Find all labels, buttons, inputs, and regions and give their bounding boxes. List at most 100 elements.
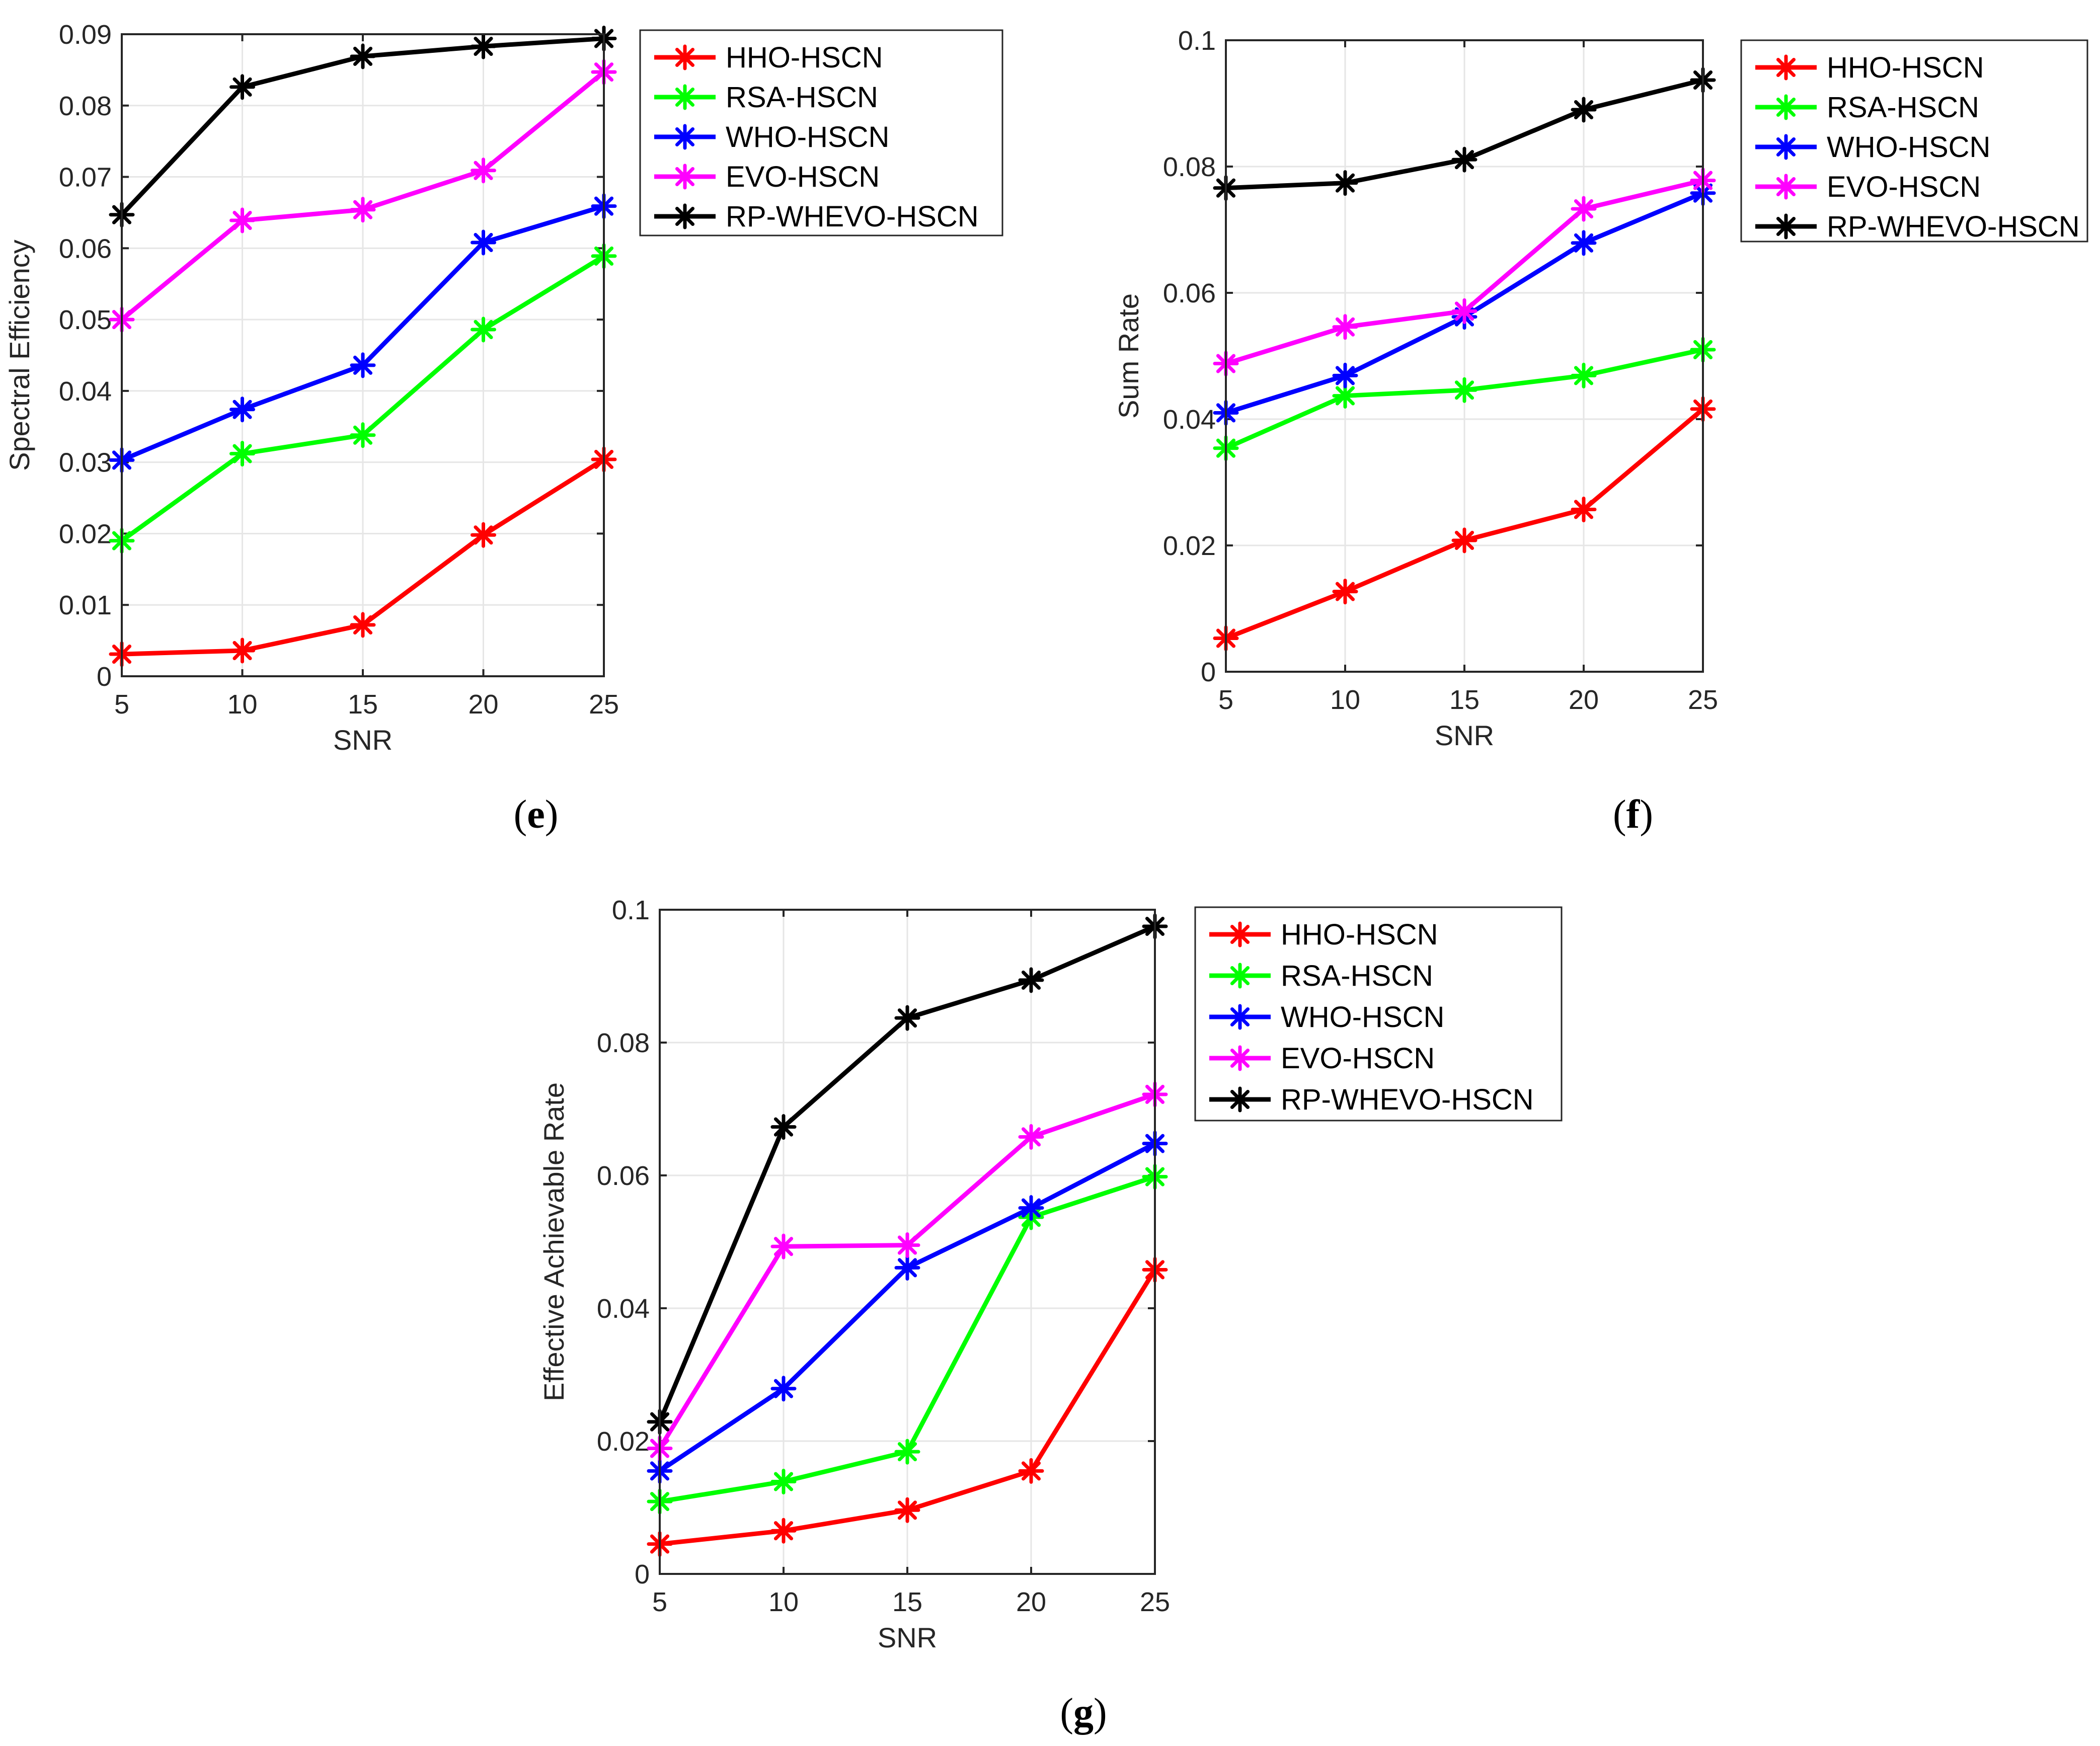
x-tick-label: 5 [652,1587,667,1617]
data-point-evo-hscn [894,1232,920,1258]
legend-label: WHO-HSCN [1281,1001,1444,1034]
legend-marker [672,203,698,229]
legend-marker [672,124,698,150]
data-point-rsa-hscn [770,1469,797,1495]
data-point-hho-hscn [350,612,376,638]
y-tick-label: 0.01 [59,590,112,620]
y-axis-label: Spectral Efficiency [4,240,35,471]
y-tick-label: 0.04 [1163,405,1216,435]
chart-panel-f: 5 10 15 20 25 0 0.02 0.04 0.06 0.08 0.1 SNR Sum Rate… [1113,26,2088,837]
data-point-hho-hscn [1451,527,1477,553]
x-tick-label: 15 [1449,685,1480,715]
x-tick-label: 25 [1688,685,1718,715]
y-tick-label: 0.08 [1163,152,1216,182]
data-point-evo-hscn [770,1233,797,1259]
legend-label: RP-WHEVO-HSCN [726,200,979,233]
ticks: 5 10 15 20 25 0 0.01 0.02 0.03 0.04 0.05 0.06 0.07 0.… [59,20,619,720]
data-point-rsa-hscn [1332,383,1358,409]
legend-marker [672,84,698,110]
legend-marker [1773,134,1799,160]
data-point-evo-hscn [471,157,496,184]
legend-label: WHO-HSCN [726,121,889,153]
legend-marker [1227,921,1253,947]
legend-label: HHO-HSCN [1281,918,1438,951]
legend-entry: HHO-HSCN [1209,918,1438,951]
legend-label: RSA-HSCN [1827,91,1979,124]
data-point-rsa-hscn [1451,377,1477,403]
legend-entry: HHO-HSCN [654,41,883,74]
plot-frame [659,909,1156,1575]
legend-marker [1227,1004,1253,1030]
x-tick-label: 10 [227,689,257,720]
data-point-hho-hscn [1332,579,1358,605]
legend-label: RSA-HSCN [1281,960,1433,992]
y-tick-label: 0.04 [597,1294,650,1324]
data-point-rp-whevo-hscn [471,33,496,59]
data-point-rp-whevo-hscn [1451,146,1477,173]
legend-marker [1773,213,1799,240]
legend-entry: EVO-HSCN [1209,1042,1435,1075]
series-group [647,913,1168,1557]
legend-label: RSA-HSCN [726,81,878,114]
data-point-hho-hscn [1571,496,1597,522]
legend: HHO-HSCN RSA-HSCN WHO-HSCN EVO-HSCN RP-WHEVO… [639,29,1003,236]
x-tick-label: 15 [892,1587,922,1617]
legend-entry: EVO-HSCN [654,161,880,193]
legend-label: HHO-HSCN [1827,51,1984,84]
legend-label: HHO-HSCN [726,41,883,74]
data-point-hho-hscn [1018,1458,1044,1484]
legend-label: WHO-HSCN [1827,131,1990,164]
x-tick-label: 20 [1569,685,1599,715]
legend-marker [1773,54,1799,81]
x-axis-label: SNR [878,1622,937,1653]
y-tick-label: 0 [1201,657,1216,687]
legend-entry: WHO-HSCN [1209,1001,1444,1034]
data-point-hho-hscn [770,1518,797,1544]
panel-label: (e) [514,792,559,837]
x-axis-label: SNR [1435,720,1494,751]
legend-marker [1227,1045,1253,1071]
legend-entry: WHO-HSCN [1755,131,1990,164]
data-point-who-hscn [1332,362,1358,388]
x-tick-label: 5 [114,689,129,720]
data-point-evo-hscn [1451,298,1477,324]
y-tick-label: 0 [97,662,112,692]
x-tick-label: 10 [1330,685,1360,715]
data-point-who-hscn [1571,230,1597,256]
data-point-rp-whevo-hscn [350,43,376,69]
y-tick-label: 0.05 [59,305,112,335]
series-group [1213,67,1716,651]
y-axis-label: Effective Achievable Rate [538,1082,570,1401]
data-point-rsa-hscn [350,422,376,448]
legend-marker [672,164,698,190]
plot-frame [1225,39,1704,673]
data-point-evo-hscn [229,207,255,233]
data-point-rsa-hscn [229,441,255,467]
x-tick-label: 25 [589,689,619,720]
data-point-rsa-hscn [894,1439,920,1465]
ticks: 5 10 15 20 25 0 0.02 0.04 0.06 0.08 0.1 [1163,26,1718,715]
x-axis-label: SNR [333,724,393,756]
legend-box [1194,906,1563,1122]
panel-label: (f) [1613,792,1653,837]
data-point-rsa-hscn [1571,362,1597,388]
y-tick-label: 0.08 [597,1028,650,1058]
legend-entry: RP-WHEVO-HSCN [1209,1083,1534,1116]
x-tick-label: 20 [1016,1587,1046,1617]
y-tick-label: 0.06 [59,233,112,264]
legend-box [1740,39,2088,243]
y-tick-label: 0.1 [612,895,650,925]
legend-label: RP-WHEVO-HSCN [1281,1083,1534,1116]
legend-marker [1227,1086,1253,1113]
legend-entry: RSA-HSCN [1209,960,1433,992]
y-tick-label: 0.08 [59,91,112,121]
y-tick-label: 0.1 [1178,26,1216,56]
data-point-rp-whevo-hscn [1571,97,1597,123]
data-point-rp-whevo-hscn [1332,170,1358,196]
legend-marker [1227,963,1253,989]
data-point-evo-hscn [1018,1124,1044,1150]
legend-marker [672,44,698,70]
legend-entry: RSA-HSCN [654,81,878,114]
data-point-who-hscn [229,396,255,423]
data-point-evo-hscn [1332,314,1358,340]
